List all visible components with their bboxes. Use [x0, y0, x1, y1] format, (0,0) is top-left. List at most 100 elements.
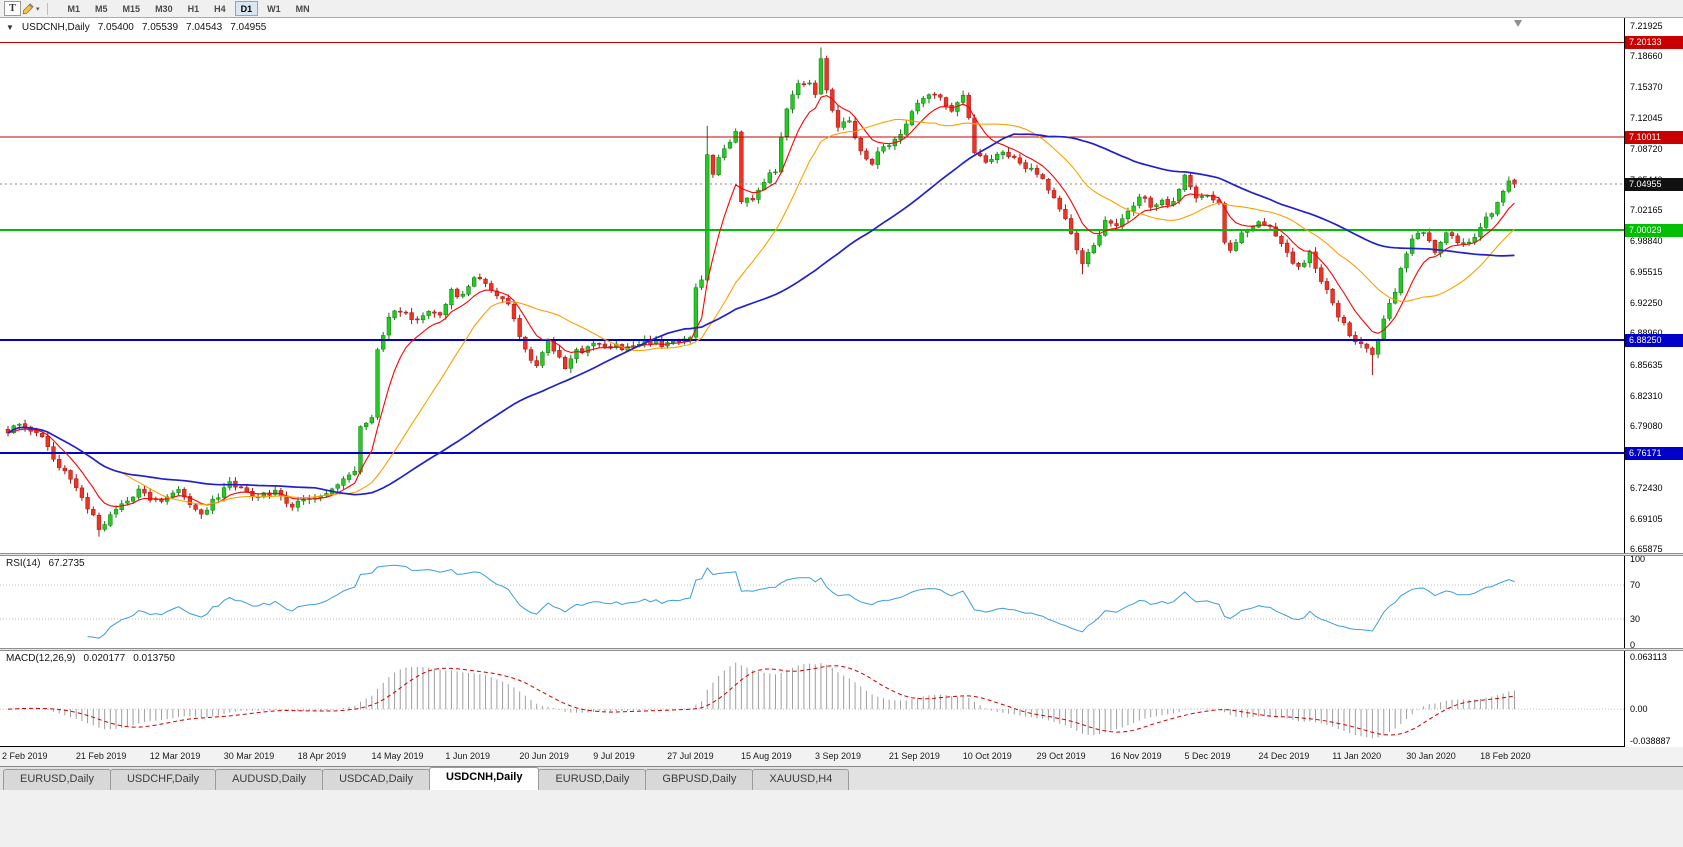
timeframe-button-w1[interactable]: W1 — [267, 3, 281, 14]
timeframe-button-h4[interactable]: H4 — [214, 3, 226, 14]
price-axis-tick: 7.12045 — [1630, 112, 1663, 123]
rsi-axis-tick: 70 — [1630, 579, 1641, 590]
price-axis-tick: 7.15370 — [1630, 81, 1663, 92]
pane-separator-rsi[interactable] — [0, 553, 1683, 556]
time-axis[interactable]: 2 Feb 2019 21 Feb 2019 12 Mar 2019 30 Mar 2… — [0, 747, 1683, 766]
window-filler — [0, 790, 1683, 847]
timeframe-button-m5[interactable]: M5 — [95, 3, 108, 14]
hline-price-badge: 7.10011 — [1625, 130, 1683, 144]
date-axis-label: 20 Jun 2019 — [519, 751, 569, 761]
date-axis-label: 3 Sep 2019 — [814, 751, 861, 761]
chart-tabs-bar: EURUSD,Daily USDCHF,Daily AUDUSD,Daily USDC… — [0, 766, 1683, 790]
macd-axis-tick: 0.00 — [1630, 704, 1648, 715]
chart-tab-xauusd-h4[interactable]: XAUUSD,H4 — [752, 769, 850, 790]
chart-ohlc-label: ▼ USDCNH,Daily 7.05400 7.05539 7.04543 7… — [6, 22, 266, 33]
toolbar-separator — [46, 2, 48, 15]
date-axis-label: 12 Mar 2019 — [149, 751, 201, 761]
moving-averages-layer — [7, 95, 1515, 508]
chart-tab-usdchf-daily[interactable]: USDCHF,Daily — [109, 769, 217, 790]
date-axis-label: 5 Dec 2019 — [1184, 751, 1231, 761]
hline-price-badge: 7.20133 — [1625, 36, 1683, 50]
pane-separator-macd[interactable] — [0, 648, 1683, 651]
symbol-timeframe-label: USDCNH,Daily — [21, 22, 90, 33]
chart-tab-eurusd-daily[interactable]: EURUSD,Daily — [3, 769, 111, 790]
hline-price-badge: 6.76171 — [1625, 446, 1683, 460]
date-axis-label: 30 Jan 2020 — [1406, 751, 1456, 761]
price-axis-tick: 6.95515 — [1630, 267, 1663, 278]
price-axis-tick: 7.21925 — [1630, 20, 1663, 31]
date-axis-label: 29 Oct 2019 — [1036, 751, 1086, 761]
price-axis-tick: 6.85635 — [1630, 359, 1663, 370]
current-price-badge: 7.04955 — [1625, 178, 1683, 192]
macd-main-value: 0.020177 — [83, 653, 126, 664]
price-axis-tick: 6.65875 — [1630, 544, 1663, 555]
date-axis-label: 30 Mar 2019 — [223, 751, 275, 761]
date-axis-label: 16 Nov 2019 — [1110, 751, 1162, 761]
date-axis-label: 1 Jun 2019 — [445, 751, 490, 761]
price-axis[interactable]: 7.219257.186607.153707.120457.087207.054… — [1625, 18, 1683, 747]
price-axis-tick: 7.18660 — [1630, 51, 1663, 62]
rsi-name: RSI(14) — [6, 558, 41, 569]
date-axis-label: 10 Oct 2019 — [962, 751, 1012, 761]
hline-price-badge: 6.88250 — [1625, 334, 1683, 348]
macd-signal-value: 0.013750 — [133, 653, 175, 664]
chart-canvas[interactable] — [0, 0, 1683, 766]
price-axis-tick: 6.72430 — [1630, 482, 1663, 493]
timeframe-button-h1[interactable]: H1 — [187, 3, 200, 14]
date-axis-label: 18 Apr 2019 — [297, 751, 347, 761]
chart-tab-audusd-daily[interactable]: AUDUSD,Daily — [215, 769, 324, 790]
date-axis-label: 18 Feb 2020 — [1480, 751, 1531, 761]
timeframe-button-d1[interactable]: D1 — [234, 1, 259, 16]
rsi-axis-tick: 100 — [1630, 554, 1646, 565]
timeframe-button-mn[interactable]: MN — [295, 3, 310, 14]
date-axis-label: 2 Feb 2019 — [2, 751, 48, 761]
date-axis-label: 11 Jan 2020 — [1332, 751, 1382, 761]
chart-tab-gbpusd-daily[interactable]: GBPUSD,Daily — [645, 769, 754, 790]
time-axis-border — [0, 746, 1683, 747]
date-axis-label: 21 Feb 2019 — [75, 751, 127, 761]
price-axis-tick: 6.98840 — [1630, 236, 1663, 247]
price-axis-tick: 6.88960 — [1630, 328, 1663, 338]
annotation-tool-button[interactable]: ▾ — [21, 1, 41, 16]
chart-tab-eurusd-daily[interactable]: EURUSD,Daily — [538, 769, 647, 790]
price-axis-tick: 6.69105 — [1630, 513, 1663, 524]
price-axis-border — [1624, 18, 1625, 747]
date-axis-label: 15 Aug 2019 — [741, 751, 792, 761]
timeframe-button-m15[interactable]: M15 — [122, 3, 141, 14]
close-value: 7.04955 — [230, 22, 267, 33]
macd-indicator-label: MACD(12,26,9) 0.020177 0.013750 — [6, 653, 175, 664]
dropdown-caret-icon: ▾ — [36, 5, 40, 13]
rsi-value: 67.2735 — [48, 558, 85, 569]
price-axis-tick: 6.92250 — [1630, 297, 1663, 308]
macd-axis-tick: 0.063113 — [1630, 652, 1667, 663]
text-tool-button[interactable]: T — [4, 1, 21, 16]
rsi-axis-tick: 0 — [1630, 639, 1636, 650]
date-axis-label: 24 Dec 2019 — [1258, 751, 1310, 761]
open-value: 7.05400 — [97, 22, 134, 33]
symbol-list-caret-icon[interactable]: ▼ — [6, 23, 14, 32]
chart-tab-usdcad-daily[interactable]: USDCAD,Daily — [322, 769, 431, 790]
timeframe-button-m30[interactable]: M30 — [155, 3, 173, 14]
top-toolbar: T ▾ M1 M5 M15 M30 H1 H4 D1 W1 MN — [0, 0, 1683, 18]
rsi-indicator-label: RSI(14) 67.2735 — [6, 558, 85, 569]
high-value: 7.05539 — [141, 22, 179, 33]
price-axis-tick: 7.08720 — [1630, 143, 1663, 154]
date-axis-label: 9 Jul 2019 — [593, 751, 635, 761]
date-axis-label: 14 May 2019 — [371, 751, 424, 761]
macd-layer — [0, 662, 1624, 739]
date-axis-label: 21 Sep 2019 — [888, 751, 940, 761]
date-axis-label: 27 Jul 2019 — [667, 751, 714, 761]
macd-name: MACD(12,26,9) — [6, 653, 76, 664]
rsi-layer — [0, 564, 1624, 639]
price-axis-tick: 6.79080 — [1630, 420, 1663, 431]
timeframe-buttons: M1 M5 M15 M30 H1 H4 D1 W1 MN — [62, 1, 316, 16]
chart-tab-usdcnh-daily[interactable]: USDCNH,Daily — [429, 767, 540, 790]
macd-axis-tick: -0.038887 — [1630, 735, 1671, 746]
rsi-axis-tick: 30 — [1630, 614, 1641, 625]
hlines-layer — [0, 41, 1624, 454]
timeframe-button-m1[interactable]: M1 — [67, 3, 81, 14]
chart-shift-marker-icon — [1514, 20, 1522, 27]
price-axis-tick: 6.82310 — [1630, 390, 1663, 401]
price-axis-tick: 7.02165 — [1630, 205, 1663, 216]
